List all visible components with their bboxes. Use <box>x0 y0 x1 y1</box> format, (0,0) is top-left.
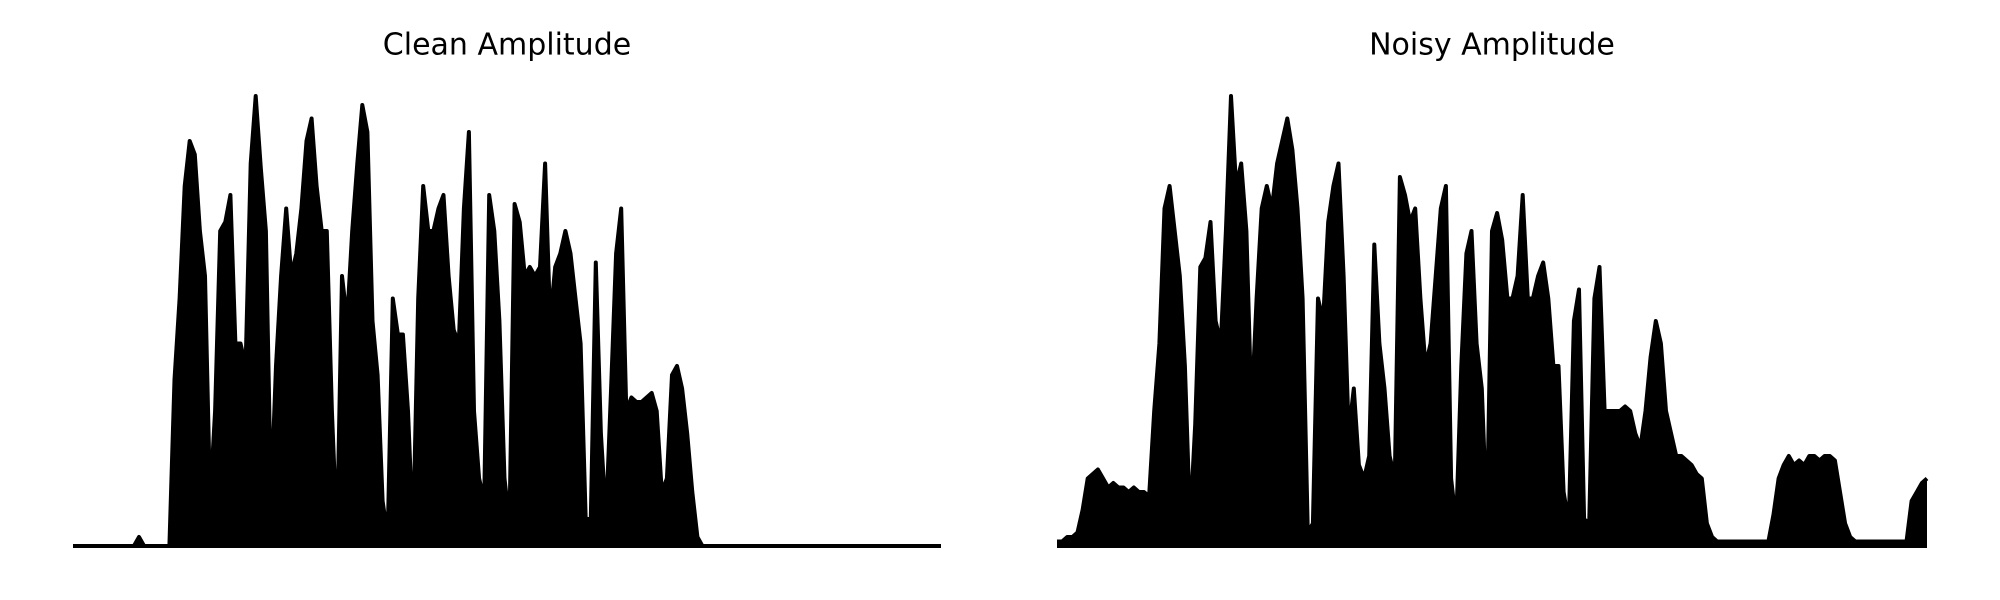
amplitude-fill <box>73 96 941 546</box>
chart-title: Clean Amplitude <box>383 28 631 63</box>
amplitude-line <box>1057 94 1929 544</box>
chart-title: Noisy Amplitude <box>1369 28 1615 63</box>
